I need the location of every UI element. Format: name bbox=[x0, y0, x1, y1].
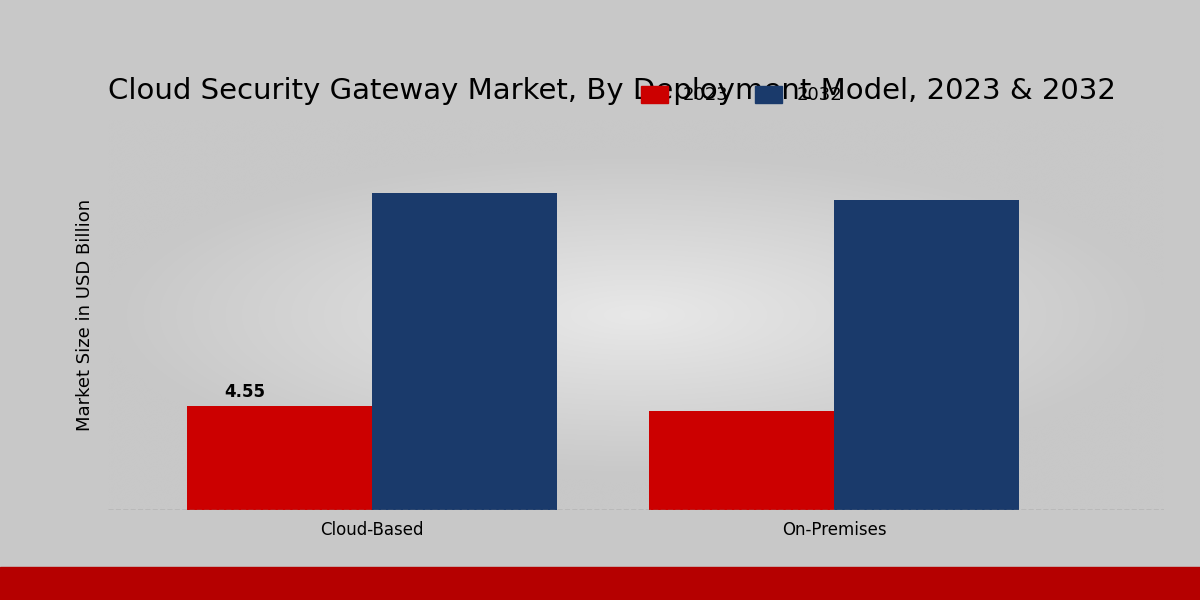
Bar bbox=[649, 412, 834, 510]
Bar bbox=[834, 200, 1019, 510]
Y-axis label: Market Size in USD Billion: Market Size in USD Billion bbox=[76, 199, 94, 431]
Text: Cloud Security Gateway Market, By Deployment Model, 2023 & 2032: Cloud Security Gateway Market, By Deploy… bbox=[108, 77, 1116, 105]
Bar bbox=[372, 193, 557, 510]
Bar bbox=[187, 406, 372, 510]
Legend: 2023, 2032: 2023, 2032 bbox=[634, 79, 850, 112]
Text: 4.55: 4.55 bbox=[224, 383, 265, 401]
